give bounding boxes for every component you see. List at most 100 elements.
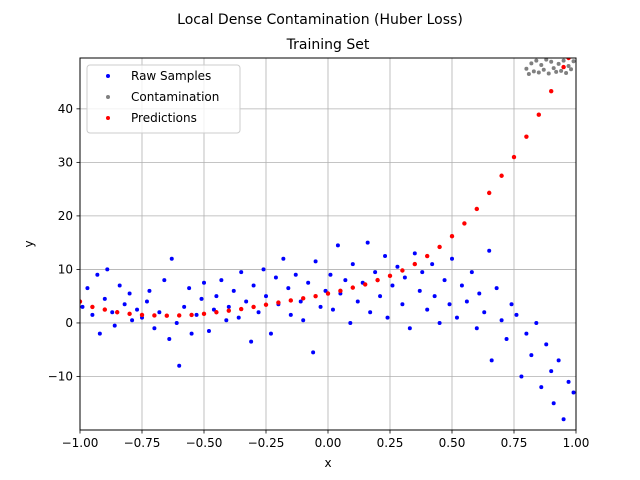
- data-point: [264, 294, 268, 299]
- data-point: [189, 331, 194, 336]
- data-point: [514, 312, 519, 317]
- data-point: [477, 291, 482, 296]
- data-point: [90, 304, 95, 310]
- data-point: [499, 173, 504, 178]
- data-point: [385, 315, 390, 320]
- data-point: [551, 66, 556, 71]
- data-point: [95, 272, 100, 277]
- data-point: [365, 240, 370, 245]
- data-point: [499, 318, 504, 323]
- data-point: [536, 70, 541, 75]
- data-point: [306, 280, 311, 285]
- y-tick-label: 20: [58, 209, 73, 223]
- data-point: [395, 264, 400, 269]
- data-point: [236, 315, 241, 320]
- y-tick-label: 30: [58, 155, 73, 169]
- data-point: [90, 312, 95, 317]
- x-tick-label: 0.25: [377, 436, 404, 450]
- data-point: [534, 320, 539, 325]
- data-point: [469, 270, 474, 275]
- legend-marker: [106, 95, 110, 99]
- data-point: [412, 251, 417, 256]
- x-tick-label: −0.75: [124, 436, 161, 450]
- data-point: [524, 331, 529, 336]
- data-point: [474, 326, 479, 331]
- data-point: [313, 259, 318, 264]
- data-point: [420, 270, 425, 275]
- data-point: [256, 310, 261, 315]
- data-point: [569, 67, 574, 72]
- data-point: [546, 71, 551, 76]
- plot-area: [80, 58, 576, 422]
- legend-entry: Predictions: [131, 111, 197, 125]
- data-point: [442, 278, 447, 283]
- data-point: [539, 385, 544, 390]
- data-point: [571, 59, 576, 64]
- data-point: [425, 307, 430, 312]
- data-point: [400, 302, 405, 307]
- data-point: [534, 58, 539, 63]
- data-point: [167, 337, 172, 342]
- x-tick-label: 0.00: [315, 436, 342, 450]
- data-point: [214, 294, 219, 299]
- x-tick-label: 0.50: [439, 436, 466, 450]
- data-point: [390, 283, 395, 288]
- data-point: [226, 308, 231, 313]
- data-point: [544, 58, 549, 62]
- data-point: [174, 320, 179, 325]
- data-point: [482, 310, 487, 315]
- data-point: [152, 326, 157, 331]
- series-raw-samples: [80, 240, 576, 422]
- data-point: [325, 291, 331, 296]
- data-point: [355, 299, 360, 304]
- data-point: [80, 299, 83, 304]
- data-point: [301, 296, 306, 301]
- data-point: [368, 310, 373, 315]
- data-point: [541, 67, 546, 72]
- data-point: [561, 64, 566, 70]
- data-point: [157, 310, 162, 315]
- data-point: [318, 304, 323, 309]
- y-tick-label: 0: [65, 316, 73, 330]
- x-tick-label: −0.50: [186, 436, 223, 450]
- data-point: [293, 272, 298, 277]
- data-point: [231, 288, 236, 293]
- data-point: [383, 254, 388, 259]
- data-point: [554, 69, 559, 74]
- data-point: [239, 270, 244, 275]
- data-point: [85, 286, 90, 291]
- legend-entry: Contamination: [131, 90, 219, 104]
- data-point: [286, 286, 291, 291]
- data-point: [177, 313, 182, 318]
- data-point: [211, 307, 216, 312]
- x-tick-label: 0.75: [501, 436, 528, 450]
- data-point: [450, 256, 454, 261]
- data-point: [549, 88, 554, 94]
- data-point: [566, 64, 571, 69]
- data-point: [263, 302, 269, 307]
- data-point: [524, 134, 529, 139]
- series-contamination: [524, 58, 576, 77]
- data-point: [529, 61, 534, 66]
- data-point: [549, 369, 554, 374]
- data-point: [564, 70, 569, 75]
- data-point: [363, 282, 368, 287]
- data-point: [201, 311, 207, 317]
- data-point: [449, 234, 455, 239]
- data-point: [152, 313, 157, 318]
- data-point: [412, 261, 417, 267]
- data-point: [135, 307, 140, 312]
- data-point: [249, 339, 254, 344]
- y-tick-label: 10: [58, 262, 73, 276]
- data-point: [400, 268, 405, 273]
- data-point: [509, 302, 514, 307]
- data-point: [301, 318, 306, 323]
- data-point: [105, 267, 110, 272]
- data-point: [487, 190, 492, 196]
- data-point: [127, 311, 132, 317]
- data-point: [561, 417, 566, 422]
- data-point: [566, 58, 571, 61]
- legend-entry: Raw Samples: [131, 69, 211, 83]
- legend-marker: [106, 116, 110, 120]
